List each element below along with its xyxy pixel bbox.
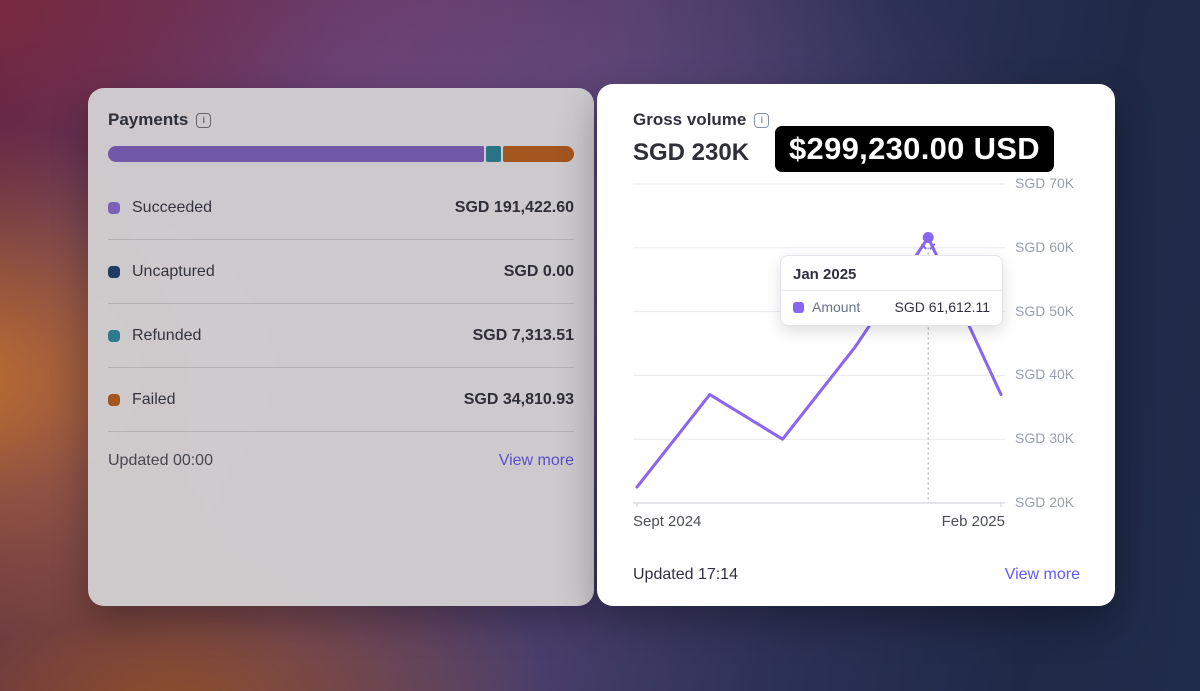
tooltip-series-swatch: [793, 301, 804, 313]
row-value: SGD 0.00: [503, 262, 574, 280]
failed-dot-icon: [108, 393, 120, 406]
y-axis-labels: SGD 70K SGD 60K SGD 50K SGD 40K SGD 30K SGD 2…: [1015, 175, 1085, 510]
y-axis-label: SGD 60K: [1015, 238, 1075, 255]
succeeded-dot-icon: [108, 201, 120, 214]
tooltip-title: Jan 2025: [793, 266, 857, 283]
row-value: SGD 191,422.60: [454, 198, 574, 216]
payments-row-uncaptured: Uncaptured SGD 0.00: [108, 240, 574, 304]
tooltip-series-label: Amount: [812, 299, 861, 315]
row-value: SGD 34,810.93: [463, 390, 574, 408]
row-label: Uncaptured: [132, 262, 215, 280]
info-icon[interactable]: i: [754, 112, 770, 128]
gross-volume-footer: Updated 17:14 View more: [633, 566, 1080, 584]
gross-view-more-link[interactable]: View more: [1004, 566, 1080, 583]
y-axis-label: SGD 30K: [1015, 430, 1075, 447]
y-axis-label: SGD 70K: [1015, 175, 1075, 191]
y-axis-label: SGD 40K: [1015, 366, 1075, 383]
payments-header: Payments i: [108, 110, 574, 130]
tooltip-row: Amount SGD 61,612.11: [781, 290, 1002, 325]
row-value: SGD 7,313.51: [472, 326, 574, 344]
gross-volume-chart[interactable]: Jan 2025 Amount SGD 61,612.11: [633, 183, 1005, 507]
gross-volume-card: Gross volume i SGD 230K $299,230.00 USD …: [597, 84, 1115, 606]
payments-row-refunded: Refunded SGD 7,313.51: [108, 304, 574, 368]
value-overlay-badge: $299,230.00 USD: [775, 126, 1054, 172]
bar-segment-refunded: [485, 146, 502, 162]
payments-title: Payments: [108, 110, 189, 129]
payments-card: Payments i Succeeded SGD 191,422.60 Unca…: [88, 88, 594, 606]
x-axis-label-start: Sept 2024: [633, 513, 702, 530]
payments-footer: Updated 00:00 View more: [108, 432, 574, 490]
x-axis-labels: Sept 2024 Feb 2025: [633, 513, 1005, 530]
row-label: Succeeded: [132, 198, 213, 216]
row-label: Refunded: [132, 326, 202, 344]
x-axis-label-end: Feb 2025: [941, 513, 1005, 530]
y-axis-label: SGD 50K: [1015, 302, 1075, 319]
y-axis-label: SGD 20K: [1015, 494, 1075, 510]
payments-row-failed: Failed SGD 34,810.93: [108, 368, 574, 432]
bar-segment-failed: [503, 146, 574, 162]
gross-volume-summary: SGD 230K: [633, 139, 750, 166]
info-icon[interactable]: i: [196, 112, 212, 128]
tooltip-value: SGD 61,612.11: [894, 299, 990, 315]
bar-segment-succeeded: [108, 146, 484, 162]
payments-view-more-link[interactable]: View more: [498, 452, 574, 469]
payments-breakdown-list: Succeeded SGD 191,422.60 Uncaptured SGD …: [108, 176, 574, 432]
uncaptured-dot-icon: [108, 265, 120, 278]
payments-row-succeeded: Succeeded SGD 191,422.60: [108, 176, 574, 240]
payments-stacked-bar: [108, 146, 574, 162]
gross-volume-header: Gross volume i: [633, 110, 1080, 130]
refunded-dot-icon: [108, 329, 120, 342]
row-label: Failed: [132, 390, 176, 408]
chart-tooltip: Jan 2025 Amount SGD 61,612.11: [780, 255, 1003, 326]
payments-updated-text: Updated 00:00: [108, 452, 213, 469]
gross-volume-title: Gross volume: [633, 110, 747, 129]
gross-updated-text: Updated 17:14: [633, 566, 738, 583]
line-chart-svg[interactable]: [633, 183, 1005, 507]
